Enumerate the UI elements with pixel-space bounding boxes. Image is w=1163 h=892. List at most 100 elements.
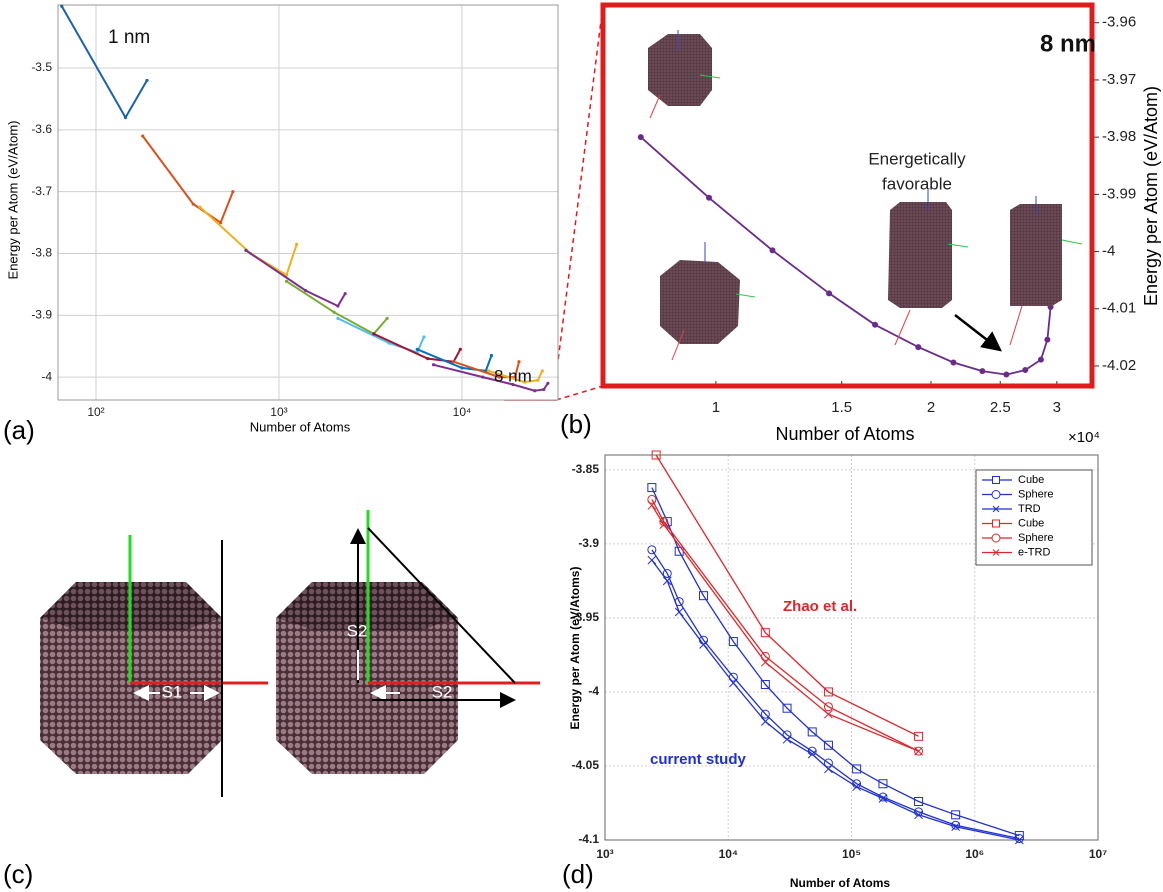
chart-panel: 10³ 10⁴ 10⁵ 10⁶ 10⁷ -3.85 -3.9 -3.95 -4 -4.05 -4.1…	[568, 450, 1107, 890]
point	[497, 375, 501, 379]
annotation: 1 nm	[108, 27, 150, 48]
series-line	[651, 499, 919, 752]
annotation: 8 nm	[494, 366, 532, 385]
point	[760, 709, 770, 719]
point	[145, 78, 149, 83]
series-line	[488, 369, 544, 384]
point	[782, 734, 792, 744]
y-tick-label: -3.85	[572, 462, 600, 476]
point	[951, 810, 961, 820]
x-axis-label: Number of Atoms	[775, 424, 914, 444]
point	[914, 810, 923, 820]
point	[546, 381, 550, 385]
point	[60, 4, 64, 8]
point	[760, 680, 770, 690]
point	[647, 483, 657, 493]
y-tick-label: -3.99	[1102, 185, 1136, 202]
point	[284, 279, 289, 283]
point	[950, 359, 957, 366]
x-tick-label: 2	[927, 399, 935, 416]
point	[647, 555, 657, 565]
point	[123, 115, 128, 120]
y-tick-label: -3.97	[1102, 71, 1136, 88]
y-tick-label: -3.8	[31, 246, 52, 260]
annotation: Zhao et al.	[783, 598, 857, 615]
x-tick-label: 10⁴	[453, 405, 472, 419]
series-line	[285, 280, 388, 336]
point	[536, 378, 540, 382]
y-tick-label: -3.6	[31, 122, 52, 136]
point	[540, 369, 544, 373]
point	[852, 782, 861, 792]
series-line	[655, 454, 919, 737]
point	[769, 247, 776, 254]
y-tick-label: -4.02	[1102, 357, 1136, 374]
legend-swatch	[992, 505, 1000, 513]
point	[659, 520, 669, 529]
point	[422, 335, 426, 339]
x-tick-label: 10⁶	[965, 847, 984, 861]
point	[1044, 336, 1051, 343]
point	[826, 290, 833, 297]
point	[824, 764, 833, 774]
point	[699, 640, 708, 649]
zoom-connector	[555, 4, 604, 378]
legend-label: Cube	[1018, 517, 1044, 529]
series-line	[245, 249, 346, 308]
x-tick-label: 10³	[270, 405, 287, 419]
point	[191, 202, 195, 206]
point	[914, 731, 924, 741]
point	[295, 242, 299, 246]
point	[542, 387, 546, 392]
legend-swatch	[992, 519, 1000, 528]
truncated-cube-diagram: S1 S2 S2	[40, 510, 540, 797]
panel-label: (b)	[560, 409, 592, 439]
series-line	[651, 559, 1020, 841]
point	[914, 746, 924, 756]
point	[760, 657, 770, 667]
x-tick-label: 2.5	[990, 399, 1011, 416]
point	[914, 807, 924, 817]
nanoparticle-illustration	[648, 30, 1083, 361]
point	[460, 366, 464, 370]
point	[141, 134, 145, 138]
point	[951, 822, 961, 832]
point	[451, 360, 456, 364]
point	[511, 382, 515, 387]
y-tick-label: -3.96	[1102, 14, 1136, 31]
point	[244, 248, 248, 253]
point	[878, 779, 888, 789]
plot-area	[58, 5, 558, 400]
y-tick-label: -3.9	[578, 536, 599, 550]
y-tick-label: -3.9	[31, 307, 52, 321]
point	[651, 450, 661, 460]
point	[852, 764, 862, 774]
y-tick-label: -3.5	[31, 60, 52, 74]
point	[647, 500, 657, 510]
point	[914, 797, 924, 806]
y-tick-label: -4.01	[1102, 300, 1136, 317]
dimension-label: S1	[162, 682, 183, 701]
point	[878, 794, 888, 803]
panel-label: (a)	[3, 415, 35, 445]
legend-label: TRD	[1018, 503, 1041, 515]
point	[706, 194, 713, 201]
point	[332, 310, 336, 314]
point	[824, 709, 833, 719]
point	[372, 332, 376, 336]
point	[647, 545, 657, 555]
point	[533, 389, 537, 393]
point	[1022, 366, 1029, 373]
point	[343, 292, 347, 296]
point	[760, 717, 770, 726]
point	[489, 353, 494, 358]
dimension-label: S2	[347, 621, 368, 640]
point	[807, 749, 817, 759]
point	[1037, 356, 1044, 363]
y-axis-label: Energy per Atom (eV/Atom)	[1141, 86, 1161, 306]
series-line	[199, 206, 298, 277]
x-axis-label: Number of Atoms	[790, 876, 891, 890]
point	[336, 304, 340, 308]
point	[431, 363, 436, 367]
